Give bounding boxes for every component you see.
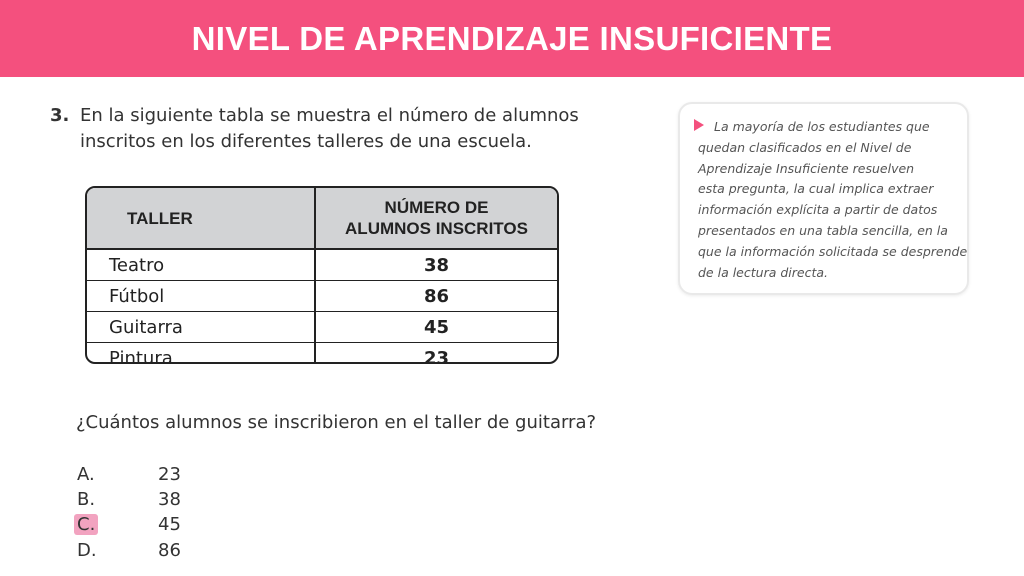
note-line: información explícita a partir de datos [698,202,938,218]
explanation-card: La mayoría de los estudiantes que quedan… [678,102,969,295]
table-row: Pintura 23 [87,342,557,362]
question-prompt: ¿Cuántos alumnos se inscribieron en el t… [76,412,597,433]
note-line: de la lectura directa. [698,264,828,280]
option-letter: B. [77,489,96,510]
triangle-pointer-icon [694,119,704,131]
header-numero-alumnos: NÚMERO DE ALUMNOS INSCRITOS [314,188,557,250]
table-row: Teatro 38 [87,249,557,281]
option-value: 23 [158,464,181,485]
page-title: NIVEL DE APRENDIZAJE INSUFICIENTE [191,19,833,57]
option-letter-highlighted: C. [74,514,99,535]
table-row: Guitarra 45 [87,311,557,343]
note-line: que la información solicitada se despren… [698,243,968,259]
table-row: Fútbol 86 [87,280,557,312]
option-letter: A. [77,464,95,485]
note-line: La mayoría de los estudiantes que [714,119,930,134]
row-value: 45 [314,311,557,343]
option-value: 38 [158,489,181,510]
note-line: Aprendizaje Insuficiente resuelven [698,160,915,176]
table-header-row: TALLER NÚMERO DE ALUMNOS INSCRITOS [87,188,557,250]
row-name: Fútbol [87,280,315,312]
row-value: 38 [314,249,557,281]
title-banner: NIVEL DE APRENDIZAJE INSUFICIENTE [0,0,1024,77]
header-num-line-2: ALUMNOS INSCRITOS [345,219,528,238]
question-intro-line-2: inscritos en los diferentes talleres de … [80,131,532,152]
question-intro-line-1: En la siguiente tabla se muestra el núme… [80,105,579,126]
option-value: 86 [158,540,181,561]
row-name: Pintura [87,342,315,362]
option-value: 45 [158,514,181,535]
enrollment-table: TALLER NÚMERO DE ALUMNOS INSCRITOS Teatr… [85,186,559,364]
row-value: 23 [314,342,557,362]
header-num-line-1: NÚMERO DE [384,198,489,217]
note-line: quedan clasificados en el Nivel de [698,139,912,155]
explanation-text: La mayoría de los estudiantes que quedan… [698,117,968,283]
header-taller: TALLER [87,188,315,250]
option-letter: D. [77,540,97,561]
note-line: presentados en una tabla sencilla, en la [698,222,948,238]
row-name: Guitarra [87,311,315,343]
question-number: 3. [50,105,70,126]
row-value: 86 [314,280,557,312]
note-line: esta pregunta, la cual implica extraer [698,181,934,197]
row-name: Teatro [109,254,165,276]
